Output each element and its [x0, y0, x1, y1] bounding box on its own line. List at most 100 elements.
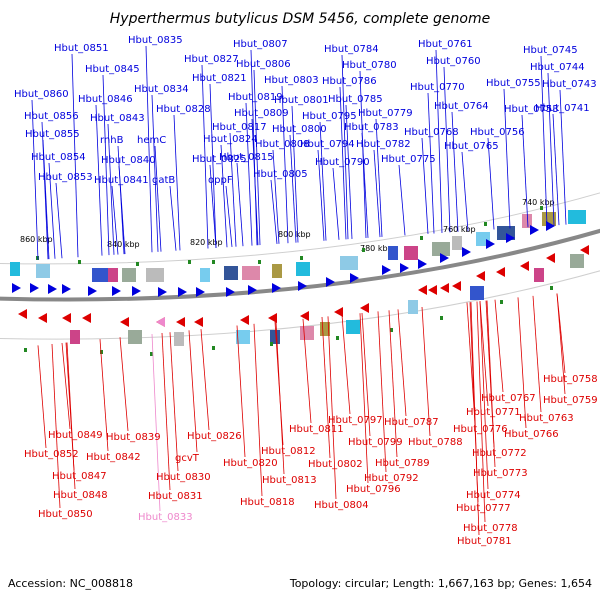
leader-line [317, 149, 325, 241]
gene-label-hbut-0843: Hbut_0843 [90, 113, 145, 124]
forward-gene-arrow [462, 247, 471, 257]
leader-line [173, 114, 181, 251]
gene-label-hbut-0833: Hbut_0833 [138, 512, 193, 523]
forward-gene-arrow [178, 287, 187, 297]
leader-line [388, 310, 398, 458]
reverse-gene-arrow [18, 309, 27, 319]
forward-gene-block [10, 262, 20, 276]
reverse-gene-block [174, 332, 184, 346]
leader-line [250, 49, 258, 246]
gene-label-hbut-0773: Hbut_0773 [473, 468, 528, 479]
leader-line [486, 300, 496, 468]
gene-label-hbut-0767: Hbut_0767 [481, 393, 536, 404]
forward-gene-block [36, 264, 50, 278]
leader-line [188, 330, 198, 453]
leader-line [361, 312, 371, 437]
leader-line [272, 149, 280, 244]
gc-skew-marker [258, 260, 261, 264]
gene-label-hbut-0847: Hbut_0847 [52, 471, 107, 482]
gc-skew-marker [150, 352, 153, 356]
leader-line [151, 333, 161, 512]
ruler-label: 820 kbp [190, 238, 223, 247]
reverse-gene-arrow [176, 317, 185, 327]
gene-label-hbut-0831: Hbut_0831 [148, 491, 203, 502]
gc-skew-marker [336, 336, 339, 340]
forward-gene-block [242, 266, 260, 280]
leader-line [251, 118, 259, 246]
gene-label-hbut-0852: Hbut_0852 [24, 449, 79, 460]
reverse-gene-arrow [520, 261, 529, 271]
leader-line [209, 83, 217, 249]
gene-label-hbut-0808: Hbut_0808 [255, 139, 310, 150]
leader-line [209, 164, 217, 249]
leader-line [102, 74, 110, 256]
gene-label-hbut-0819: Hbut_0819 [228, 92, 283, 103]
leader-line [503, 88, 511, 229]
leader-line [289, 134, 297, 243]
gene-label-hbut-0856: Hbut_0856 [24, 111, 79, 122]
forward-gene-arrow [530, 225, 539, 235]
forward-gene-block [388, 246, 398, 260]
gene-label-hbut-0777: Hbut_0777 [456, 503, 511, 514]
forward-gene-arrow [48, 284, 57, 294]
gene-label-hbut-0794: Hbut_0794 [300, 139, 355, 150]
forward-gene-block [122, 268, 136, 282]
forward-gene-arrow [546, 221, 555, 231]
reverse-gene-arrow [240, 315, 249, 325]
gene-label-hbut-0821: Hbut_0821 [192, 73, 247, 84]
gene-label-gatb: gatB [152, 175, 175, 186]
gene-label-hbut-0807: Hbut_0807 [233, 39, 288, 50]
reverse-gene-arrow [120, 317, 129, 327]
forward-gene-arrow [486, 239, 495, 249]
gene-label-hbut-0783: Hbut_0783 [344, 122, 399, 133]
reverse-gene-arrow [268, 313, 277, 323]
gene-label-hbut-0804: Hbut_0804 [314, 500, 369, 511]
leader-line [532, 295, 542, 413]
leader-line [341, 314, 351, 415]
leader-line [253, 323, 263, 497]
gene-label-hbut-0805: Hbut_0805 [253, 169, 308, 180]
forward-gene-block [522, 214, 532, 228]
leader-line [373, 149, 381, 238]
leader-line [332, 167, 340, 240]
gene-label-hbut-0825: Hbut_0825 [192, 154, 247, 165]
gene-label-hbut-0770: Hbut_0770 [410, 82, 465, 93]
gene-label-hbut-0772: Hbut_0772 [472, 448, 527, 459]
gene-label-hbut-0764: Hbut_0764 [434, 101, 489, 112]
forward-gene-block [568, 210, 586, 224]
leader-line [169, 185, 177, 251]
leader-line [270, 179, 278, 244]
reverse-gene-arrow [418, 285, 427, 295]
leader-line [517, 297, 527, 429]
gene-label-hbut-0826: Hbut_0826 [187, 431, 242, 442]
gene-label-hbut-0817: Hbut_0817 [212, 122, 267, 133]
reverse-gene-block [128, 330, 142, 344]
gc-skew-marker [78, 260, 81, 264]
gc-skew-marker [550, 286, 553, 290]
gene-label-hbut-0775: Hbut_0775 [381, 154, 436, 165]
leader-line [236, 162, 244, 247]
gene-label-hbut-0741: Hbut_0741 [535, 103, 590, 114]
gene-label-oppf: oppF [208, 175, 233, 186]
leader-line [302, 318, 312, 424]
gene-label-hbut-0834: Hbut_0834 [134, 84, 189, 95]
genome-backbone [0, 228, 600, 302]
leader-line [220, 144, 228, 248]
gene-label-hbut-0745: Hbut_0745 [523, 45, 578, 56]
reverse-gene-block [534, 268, 544, 282]
gc-skew-marker [270, 342, 273, 346]
forward-gene-arrow [382, 265, 391, 275]
leader-line [95, 104, 103, 256]
gc-skew-marker [300, 256, 303, 260]
forward-gene-arrow [350, 273, 359, 283]
reverse-gene-arrow [360, 303, 369, 313]
gene-label-hbut-0787: Hbut_0787 [384, 417, 439, 428]
reverse-gene-block [300, 326, 314, 340]
leader-line [470, 302, 480, 536]
reverse-gene-arrow [334, 307, 343, 317]
reverse-gene-block [570, 254, 584, 268]
gene-label-hbut-0760: Hbut_0760 [426, 56, 481, 67]
leader-line [487, 137, 495, 230]
leader-line [37, 345, 47, 449]
gc-skew-marker [100, 350, 103, 354]
